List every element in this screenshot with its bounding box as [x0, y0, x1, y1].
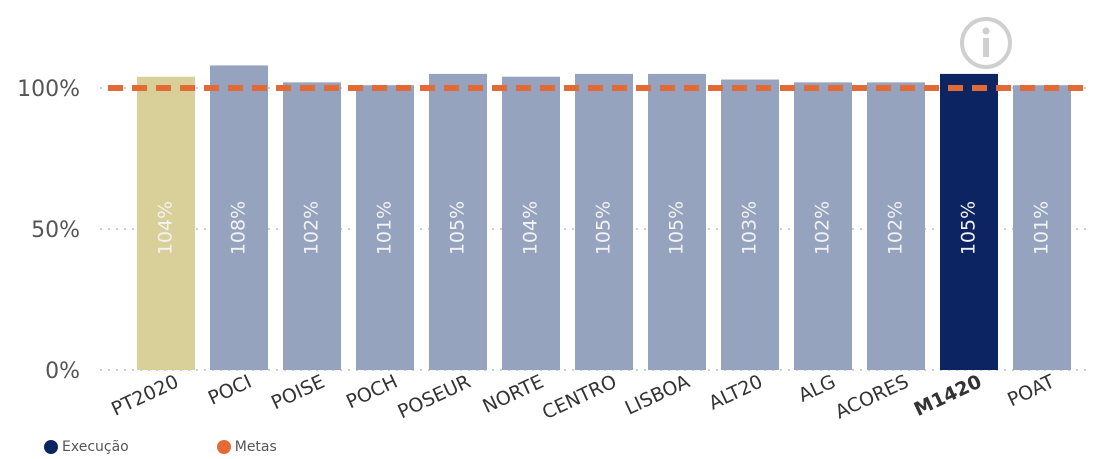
x-tick-label: NORTE [479, 371, 547, 418]
bar-data-label: 105% [447, 201, 469, 255]
x-tick-label: ALG [795, 371, 839, 407]
x-tick-label: M1420 [911, 371, 985, 421]
bar-poch [356, 85, 414, 371]
bar-data-label: 105% [666, 201, 688, 255]
bar-data-labels: 104% 108% 102% 101% 105% 104% 105% 105% 103% 102%… [155, 201, 1053, 255]
bar-norte [502, 76, 560, 370]
info-icon[interactable] [958, 15, 1014, 71]
bar-alg [794, 82, 852, 371]
x-tick-label: POSEUR [394, 371, 474, 424]
bar-m1420 [940, 73, 998, 371]
y-tick-label: 100% [17, 77, 80, 102]
legend-marker-execucao [44, 440, 58, 454]
bar-data-label: 101% [1031, 201, 1053, 255]
legend-item-execucao[interactable]: Execução [44, 439, 129, 455]
bar-data-label: 101% [374, 201, 396, 255]
x-tick-label: ACORES [832, 371, 912, 424]
bars [137, 65, 1071, 371]
legend: Execução Metas [44, 436, 365, 458]
x-tick-label: ALT20 [705, 371, 766, 415]
x-tick-label: CENTRO [539, 371, 620, 424]
bar-data-label: 102% [301, 201, 323, 255]
bar-pt2020 [137, 76, 195, 370]
bar-data-label: 105% [593, 201, 615, 255]
y-tick-label: 0% [45, 359, 80, 384]
bar-data-label: 105% [958, 201, 980, 255]
bar-lisboa [648, 73, 706, 371]
bar-poseur [429, 73, 487, 371]
x-tick-label: POAT [1004, 370, 1058, 411]
x-tick-label: PT2020 [108, 371, 182, 421]
legend-label-execucao: Execução [62, 439, 129, 455]
x-tick-label: LISBOA [622, 371, 693, 420]
y-axis: 0% 50% 100% [17, 77, 80, 384]
legend-label-metas: Metas [234, 439, 277, 455]
bar-alt20 [721, 79, 779, 370]
bar-poise [283, 82, 341, 371]
bar-centro [575, 73, 633, 371]
x-tick-label: POCI [205, 371, 255, 410]
legend-marker-metas [216, 440, 231, 454]
bar-data-label: 108% [228, 201, 250, 255]
bar-data-label: 102% [812, 201, 834, 255]
x-tick-label: POISE [268, 371, 328, 415]
bar-poat [1013, 85, 1071, 371]
bar-data-label: 104% [155, 201, 177, 255]
bar-poci [210, 65, 268, 370]
x-tick-label: POCH [343, 371, 401, 414]
bar-data-label: 103% [739, 201, 761, 255]
bar-data-label: 102% [885, 201, 907, 255]
legend-item-metas[interactable]: Metas [216, 439, 277, 455]
bar-data-label: 104% [520, 201, 542, 255]
y-tick-label: 50% [31, 218, 80, 243]
bar-acores [867, 82, 925, 371]
